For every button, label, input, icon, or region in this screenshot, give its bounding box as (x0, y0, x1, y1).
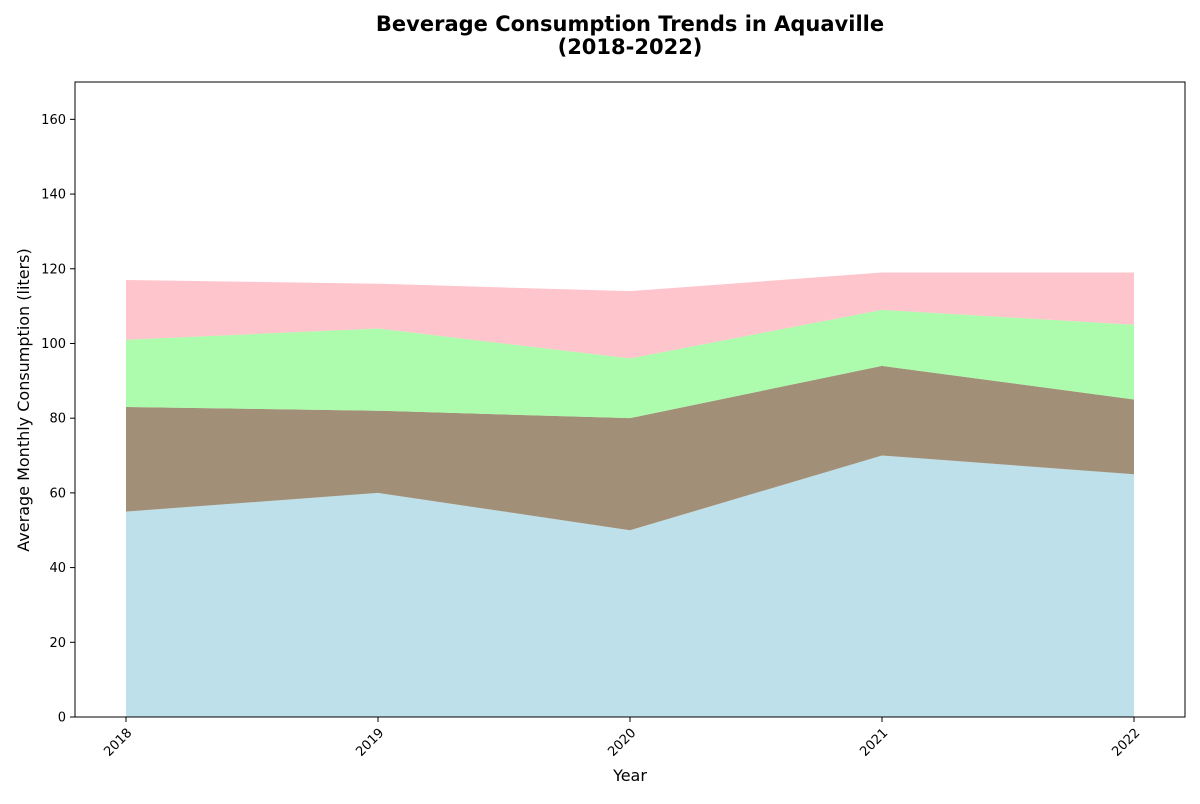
area-series-3 (126, 309, 1134, 419)
x-tick-label: 2018 (101, 726, 135, 760)
y-tick-label: 100 (41, 337, 66, 352)
area-series-2 (126, 365, 1134, 531)
x-tick-label: 2022 (1109, 726, 1143, 760)
x-tick-label: 2019 (353, 726, 387, 760)
area-series-4 (126, 272, 1134, 359)
y-axis-label: Average Monthly Consumption (liters) (14, 248, 33, 551)
y-tick-label: 140 (41, 188, 66, 203)
y-tick-label: 40 (49, 561, 66, 576)
y-tick-label: 80 (49, 412, 66, 427)
y-tick-label: 60 (49, 486, 66, 501)
x-tick-label: 2021 (857, 726, 891, 760)
chart-title-line-2: (2018-2022) (558, 35, 703, 59)
y-axis: 0 20 40 60 80 100 120 140 160 (41, 113, 75, 726)
x-axis: 2018 2019 2020 2021 2022 (101, 717, 1143, 760)
x-axis-label: Year (612, 766, 647, 785)
chart-title-line-1: Beverage Consumption Trends in Aquaville (376, 12, 884, 36)
x-tick-label: 2020 (605, 726, 639, 760)
y-tick-label: 0 (58, 711, 66, 726)
area-series-group (126, 272, 1134, 717)
y-tick-label: 20 (49, 636, 66, 651)
y-tick-label: 120 (41, 262, 66, 277)
area-series-1 (126, 455, 1134, 717)
y-tick-label: 160 (41, 113, 66, 128)
